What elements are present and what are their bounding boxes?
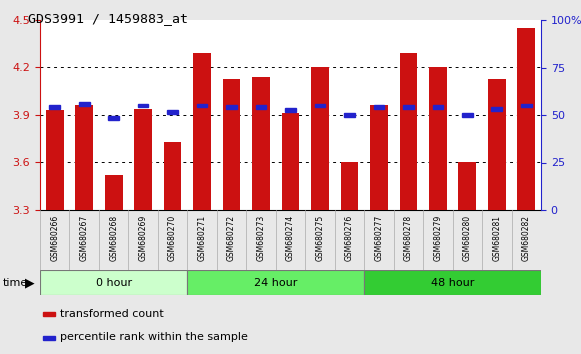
Text: GSM680271: GSM680271 — [198, 215, 207, 261]
Text: GSM680281: GSM680281 — [492, 215, 501, 261]
Text: GSM680272: GSM680272 — [227, 215, 236, 261]
Bar — [315, 104, 325, 107]
Bar — [370, 105, 388, 210]
Bar — [285, 108, 296, 112]
Bar — [344, 113, 355, 117]
Bar — [226, 105, 237, 109]
Text: GSM680277: GSM680277 — [374, 215, 383, 261]
Bar — [105, 175, 123, 210]
Bar — [488, 79, 505, 210]
Text: GDS3991 / 1459883_at: GDS3991 / 1459883_at — [28, 12, 188, 25]
Bar — [340, 162, 358, 210]
Bar — [79, 102, 89, 106]
Bar — [42, 312, 55, 316]
Bar — [167, 110, 178, 114]
Bar — [42, 336, 55, 339]
Text: transformed count: transformed count — [60, 309, 164, 319]
Text: GSM680275: GSM680275 — [315, 215, 324, 261]
Text: GSM680273: GSM680273 — [257, 215, 266, 261]
Text: GSM680267: GSM680267 — [80, 215, 89, 261]
Bar — [164, 142, 181, 210]
Text: 0 hour: 0 hour — [96, 278, 132, 287]
Bar — [521, 104, 532, 107]
Bar — [252, 77, 270, 210]
Bar — [518, 28, 535, 210]
Text: GSM680274: GSM680274 — [286, 215, 295, 261]
Bar — [364, 270, 541, 295]
Bar — [40, 270, 187, 295]
Bar — [134, 109, 152, 210]
Text: GSM680266: GSM680266 — [50, 215, 59, 261]
Text: GSM680276: GSM680276 — [345, 215, 354, 261]
Bar — [193, 53, 211, 210]
Bar — [282, 113, 299, 210]
Text: GSM680282: GSM680282 — [522, 215, 531, 261]
Text: GSM680268: GSM680268 — [109, 215, 118, 261]
Bar — [197, 104, 207, 107]
Text: percentile rank within the sample: percentile rank within the sample — [60, 332, 248, 343]
Text: GSM680270: GSM680270 — [168, 215, 177, 261]
Bar — [403, 105, 414, 109]
Text: GSM680278: GSM680278 — [404, 215, 413, 261]
Bar — [76, 105, 93, 210]
Bar — [138, 104, 149, 107]
Bar — [462, 113, 472, 117]
Bar — [256, 105, 266, 109]
Text: GSM680280: GSM680280 — [463, 215, 472, 261]
Bar — [187, 270, 364, 295]
Bar — [223, 79, 241, 210]
Text: 48 hour: 48 hour — [431, 278, 474, 287]
Text: 24 hour: 24 hour — [254, 278, 297, 287]
Bar — [46, 110, 63, 210]
Bar — [49, 105, 60, 109]
Text: GSM680269: GSM680269 — [139, 215, 148, 261]
Bar — [492, 107, 502, 110]
Bar — [311, 68, 329, 210]
Bar — [432, 105, 443, 109]
Bar — [429, 68, 447, 210]
Text: ▶: ▶ — [25, 276, 35, 289]
Bar — [374, 105, 384, 109]
Bar — [109, 116, 119, 120]
Bar — [400, 53, 417, 210]
Text: time: time — [3, 278, 28, 287]
Bar — [458, 162, 476, 210]
Text: GSM680279: GSM680279 — [433, 215, 442, 261]
